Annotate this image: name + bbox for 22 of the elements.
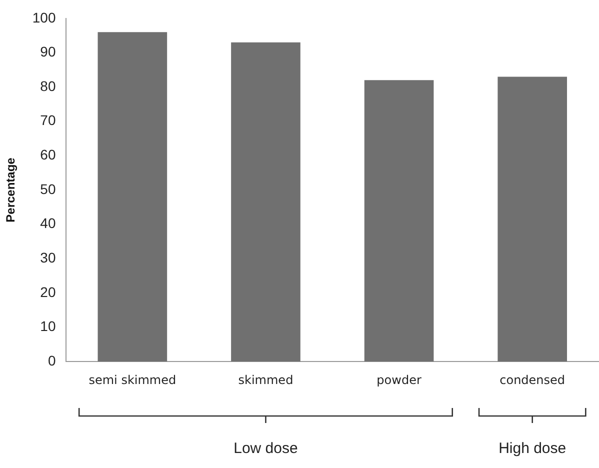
text: Low dose [234,440,298,457]
y-tick-label: 20 [40,284,56,300]
x-tick-label: semi skimmed [88,372,176,387]
y-tick-label: 100 [32,9,56,26]
y-tick-label: 50 [40,180,56,197]
y-tick-label: 80 [40,78,56,94]
x-tick-label: powder [376,372,422,387]
x-tick-label: condensed [500,372,566,387]
bar [498,76,568,362]
bar [364,80,434,362]
y-tick-label: 0 [48,352,56,368]
y-axis-title: Percentage [4,157,18,222]
text: High dose [498,440,566,457]
y-tick-label: 10 [40,318,56,334]
y-tick-label: 30 [40,250,56,266]
y-tick-label: 40 [40,215,56,232]
x-tick-label: skimmed [238,372,294,387]
bar [98,32,168,362]
y-tick-label: 70 [40,112,56,128]
y-tick-label: 90 [40,44,56,60]
bar [231,42,300,362]
y-tick-label: 60 [40,146,56,163]
